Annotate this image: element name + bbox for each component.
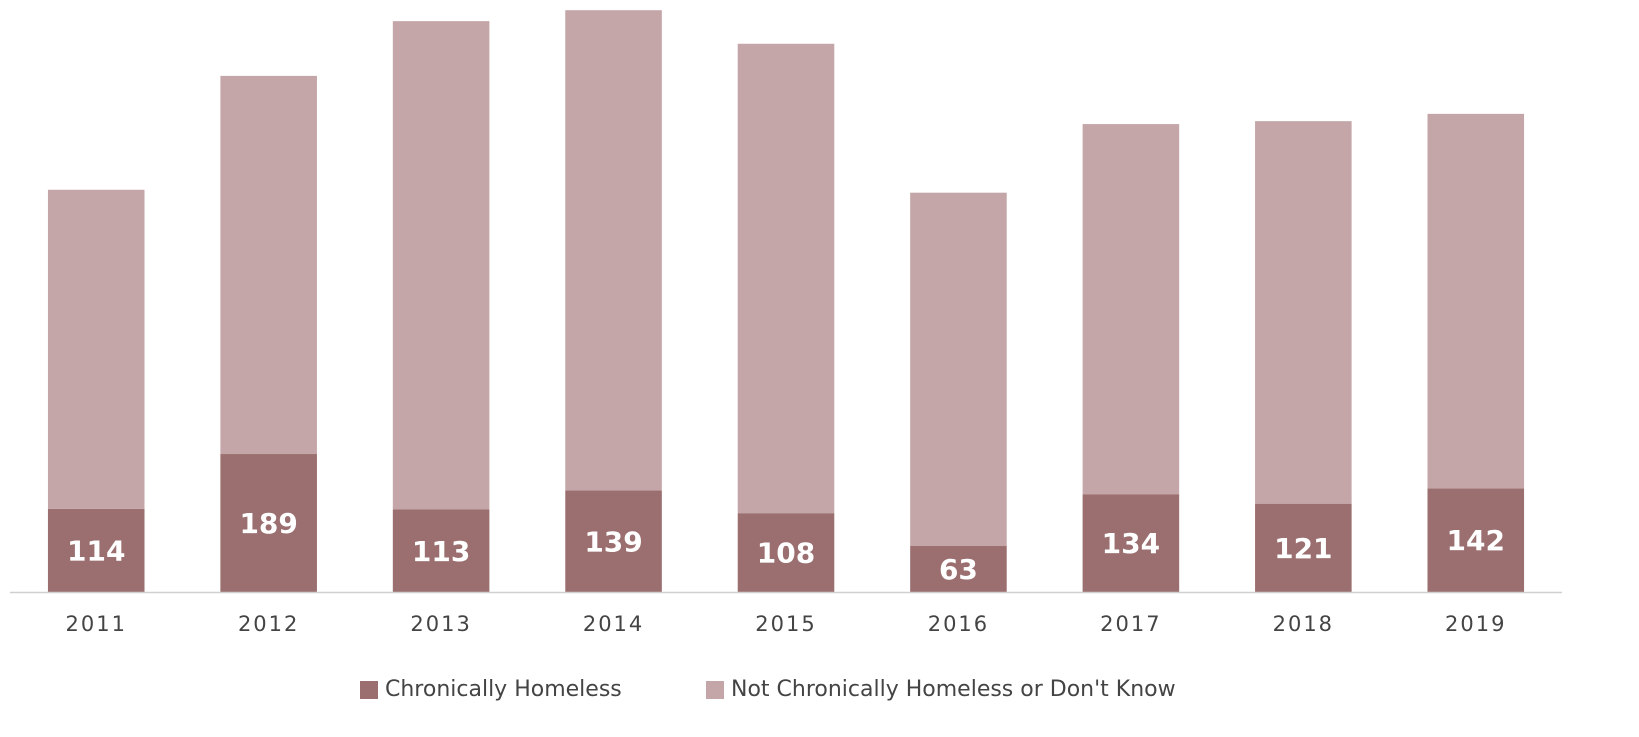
bar-segment	[1255, 121, 1352, 504]
bar-segment	[1082, 494, 1180, 592]
bar-segment	[737, 43, 835, 514]
bar-segment	[47, 508, 145, 592]
bar-segment	[1427, 113, 1525, 489]
data-label: 108	[757, 537, 815, 570]
data-label: 63	[939, 553, 978, 586]
data-label: 121	[1274, 532, 1332, 565]
bar-segment	[1255, 503, 1352, 592]
bar-segment	[565, 10, 662, 491]
bar-segment	[220, 75, 317, 455]
x-tick-label: 2011	[65, 612, 126, 636]
x-tick-label: 2015	[755, 612, 816, 636]
data-label: 189	[239, 507, 297, 540]
bar-segment	[910, 546, 1007, 592]
bar-segment	[1427, 488, 1525, 592]
x-tick-label: 2012	[238, 612, 299, 636]
data-label: 114	[67, 534, 125, 567]
bar-segment	[392, 509, 490, 592]
bar-segment	[1082, 124, 1180, 495]
legend-label: Chronically Homeless	[385, 677, 622, 702]
data-label: 113	[412, 535, 470, 568]
bar-segment	[392, 21, 490, 510]
x-tick-label: 2016	[928, 612, 989, 636]
x-tick-label: 2014	[583, 612, 644, 636]
x-tick-label: 2017	[1100, 612, 1161, 636]
data-label: 134	[1102, 527, 1160, 560]
x-tick-label: 2013	[410, 612, 471, 636]
data-label: 139	[584, 525, 642, 558]
legend-label: Not Chronically Homeless or Don't Know	[731, 677, 1176, 702]
bar-segment	[910, 192, 1007, 547]
bar-segment	[737, 513, 835, 592]
bar-segment	[565, 490, 662, 592]
legend-swatch	[706, 681, 724, 699]
x-tick-label: 2018	[1273, 612, 1334, 636]
bar-segment	[220, 454, 317, 592]
data-label: 142	[1447, 524, 1505, 557]
bar-segment	[47, 189, 145, 509]
x-tick-label: 2019	[1445, 612, 1506, 636]
legend-swatch	[360, 681, 378, 699]
